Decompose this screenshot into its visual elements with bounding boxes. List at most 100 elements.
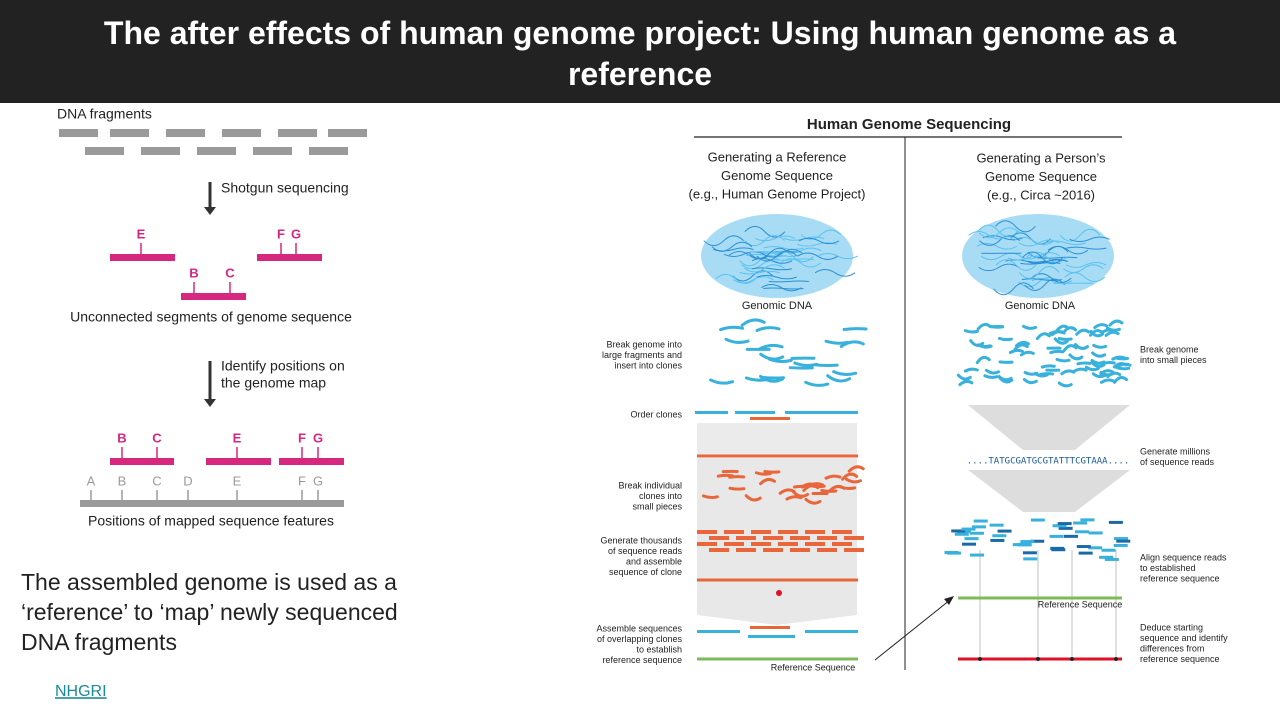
step-label: Assemble sequences: [596, 623, 682, 633]
segment: [279, 458, 344, 465]
dna-piece: [839, 340, 865, 348]
dna-strand: [744, 264, 785, 273]
read: [751, 542, 771, 546]
step-label: of sequence reads: [1140, 457, 1215, 467]
step-label: insert into clones: [614, 360, 682, 370]
dna-strand: [756, 274, 797, 280]
dna-piece: [1062, 326, 1078, 335]
label: Identify positions on: [221, 358, 345, 374]
read: [1078, 551, 1093, 555]
dna-strand: [749, 247, 790, 259]
dna-piece: [1053, 337, 1069, 345]
label: Unconnected segments of genome sequence: [70, 309, 352, 325]
step-label: Align sequence reads: [1140, 552, 1227, 562]
read: [954, 532, 969, 536]
dna-strand: [711, 241, 753, 252]
dna-strand: [1027, 259, 1069, 263]
dna-strand: [1047, 245, 1089, 255]
dna-strand: [798, 237, 840, 245]
fragment: [141, 147, 180, 155]
read: [997, 529, 1012, 533]
dna-piece: [1022, 324, 1038, 330]
dna-strand: [772, 251, 814, 263]
read: [805, 530, 825, 534]
read: [971, 525, 986, 529]
dna-strand: [739, 270, 780, 275]
dna-piece: [1055, 357, 1071, 363]
dna-piece: [1068, 353, 1084, 361]
dna-strand: [754, 235, 796, 242]
dna-piece: [724, 337, 750, 345]
feature-label: B: [117, 430, 126, 445]
read: [736, 536, 756, 540]
feature-label: G: [313, 430, 323, 445]
read: [1073, 521, 1088, 525]
read: [1114, 537, 1129, 541]
feature-label: G: [313, 473, 323, 488]
read: [964, 537, 979, 541]
dna-strand: [733, 276, 774, 284]
dna-piece: [1090, 361, 1106, 368]
dna-piece: [1033, 371, 1049, 378]
dna-strand: [780, 258, 822, 268]
read: [697, 530, 717, 534]
step-label: small pieces: [632, 501, 682, 511]
read: [1049, 534, 1064, 538]
slide-title: The after effects of human genome projec…: [0, 0, 1280, 103]
read: [961, 527, 976, 531]
dna-piece: [1091, 372, 1107, 379]
step-label: sequence of clone: [609, 567, 682, 577]
dna-strand: [751, 267, 793, 271]
clone: [697, 630, 740, 633]
label: Reference Sequence: [771, 662, 856, 672]
label: Generating a Person’s: [976, 150, 1106, 165]
step-label: to established: [1140, 563, 1196, 573]
caption-line: The assembled genome is used as a: [21, 569, 397, 595]
dna-strand: [715, 273, 756, 285]
dna-piece: [839, 485, 857, 490]
dna-piece: [1076, 361, 1092, 366]
step-label: reference sequence: [602, 655, 682, 665]
dna-strand: [741, 260, 782, 270]
dna-piece: [709, 378, 735, 385]
dna-piece: [976, 343, 992, 348]
source-link[interactable]: NHGRI: [55, 683, 107, 700]
read: [1101, 548, 1116, 552]
read: [805, 542, 825, 546]
dna-piece: [1105, 326, 1121, 332]
variant: [978, 657, 982, 661]
dna-strand: [995, 220, 1036, 233]
dna-piece: [842, 327, 868, 332]
feature-label: C: [152, 473, 161, 488]
step-label: Deduce starting: [1140, 622, 1203, 632]
fragment: [278, 129, 317, 137]
step-label: reference sequence: [1140, 573, 1220, 583]
read: [1099, 555, 1114, 559]
pointer: [874, 599, 951, 661]
read: [763, 536, 783, 540]
read: [1058, 526, 1073, 530]
read: [989, 523, 1004, 527]
read: [992, 534, 1007, 538]
dna-piece: [1099, 369, 1115, 376]
dna-piece: [1093, 323, 1109, 330]
zoom: [697, 423, 857, 455]
step-label: Order clones: [630, 409, 682, 419]
segment: [257, 254, 322, 261]
dna-strand: [817, 252, 858, 260]
dna-piece: [998, 360, 1014, 364]
dna-piece: [1057, 381, 1073, 388]
read: [944, 551, 959, 555]
dna-piece: [1019, 350, 1035, 357]
dna-strand: [1018, 239, 1060, 247]
read: [1088, 531, 1103, 535]
read: [1057, 522, 1072, 526]
read: [1030, 539, 1045, 543]
marker: [776, 590, 782, 596]
clone: [695, 411, 728, 414]
read: [1075, 530, 1090, 534]
step-label: reference sequence: [1140, 654, 1220, 664]
step-label: Break genome into: [606, 339, 682, 349]
feature-label: E: [233, 473, 242, 488]
label: Reference Sequence: [1038, 599, 1123, 609]
